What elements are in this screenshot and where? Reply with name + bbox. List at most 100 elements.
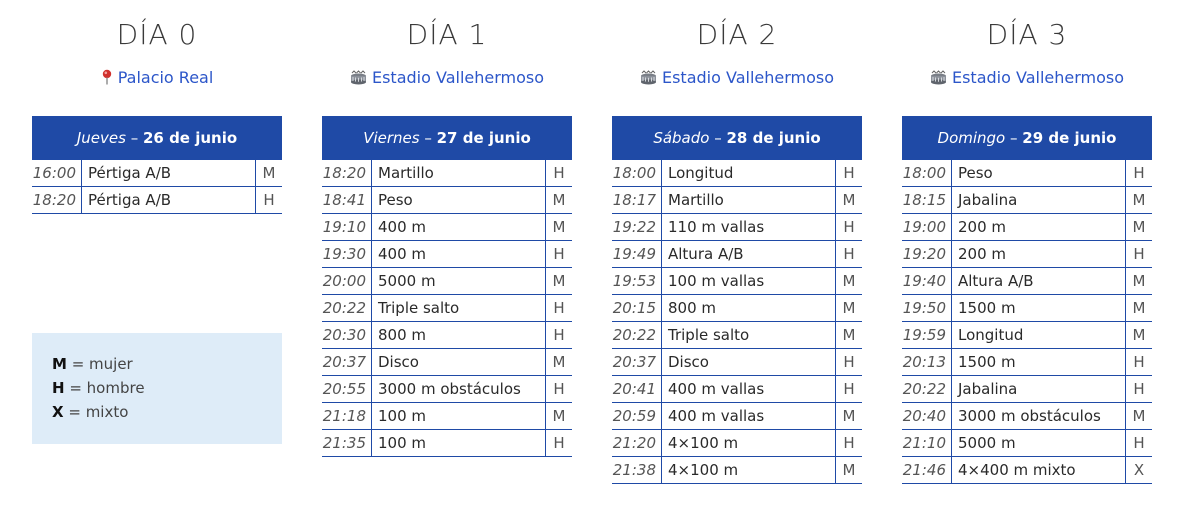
- event-name: 400 m: [378, 218, 427, 236]
- table-row: 20:15 800 m M: [612, 295, 862, 322]
- events-table: 18:20 Martillo H 18:41 Peso M 19:10 400 m M 19:30…: [322, 160, 572, 457]
- weekday-label: Viernes: [363, 129, 420, 147]
- event-time: 20:37: [612, 349, 662, 375]
- event-name: 1500 m: [958, 353, 1016, 371]
- event-name: Disco: [668, 353, 709, 371]
- table-row: 20:37 Disco M: [322, 349, 572, 376]
- event-time: 19:53: [612, 268, 662, 294]
- event-time: 21:18: [322, 403, 372, 429]
- event-name: 200 m: [958, 218, 1007, 236]
- event-sex: M: [545, 214, 572, 240]
- event-time: 21:10: [902, 430, 952, 456]
- event-name: 1500 m: [958, 299, 1016, 317]
- event-time: 20:40: [902, 403, 952, 429]
- event-time: 18:00: [612, 160, 662, 186]
- venue-link[interactable]: Estadio Vallehermoso: [322, 68, 572, 89]
- weekday-label: Sábado: [653, 129, 710, 147]
- event-sex: M: [835, 403, 862, 429]
- date-header: Jueves – 26 de junio: [32, 116, 282, 160]
- event-sex: M: [545, 403, 572, 429]
- venue-link[interactable]: Palacio Real: [32, 68, 282, 89]
- event-sex: H: [545, 295, 572, 321]
- venue-link[interactable]: Estadio Vallehermoso: [612, 68, 862, 89]
- event-time: 20:22: [322, 295, 372, 321]
- venue-name[interactable]: Estadio Vallehermoso: [661, 68, 835, 87]
- event-name: Martillo: [668, 191, 724, 209]
- event-sex: H: [835, 241, 862, 267]
- event-sex: H: [1125, 376, 1152, 402]
- event-sex: M: [545, 349, 572, 375]
- event-name: 100 m: [378, 407, 427, 425]
- event-time: 18:17: [612, 187, 662, 213]
- event-name: 4×100 m: [668, 461, 739, 479]
- event-sex: M: [545, 268, 572, 294]
- event-name: 3000 m obstáculos: [378, 380, 521, 398]
- event-name: Longitud: [668, 164, 734, 182]
- event-sex: M: [835, 268, 862, 294]
- event-sex: M: [545, 187, 572, 213]
- table-row: 20:13 1500 m H: [902, 349, 1152, 376]
- event-name: 100 m vallas: [668, 272, 765, 290]
- event-name: 4×400 m mixto: [958, 461, 1076, 479]
- event-name: 400 m: [378, 245, 427, 263]
- event-name: Martillo: [378, 164, 434, 182]
- event-sex: H: [255, 187, 282, 213]
- table-row: 21:10 5000 m H: [902, 430, 1152, 457]
- table-row: 19:22 110 m vallas H: [612, 214, 862, 241]
- stadium-icon: [930, 70, 947, 89]
- event-time: 18:15: [902, 187, 952, 213]
- venue-name[interactable]: Palacio Real: [117, 68, 214, 87]
- table-row: 20:22 Triple salto M: [612, 322, 862, 349]
- table-row: 21:38 4×100 m M: [612, 457, 862, 484]
- events-table: 16:00 Pértiga A/B M 18:20 Pértiga A/B H: [32, 160, 282, 214]
- table-row: 18:17 Martillo M: [612, 187, 862, 214]
- event-sex: H: [545, 241, 572, 267]
- event-sex: M: [1125, 187, 1152, 213]
- day-title: DÍA 0: [116, 18, 198, 51]
- table-row: 18:00 Peso H: [902, 160, 1152, 187]
- event-time: 20:22: [612, 322, 662, 348]
- event-name: 4×100 m: [668, 434, 739, 452]
- day-title: DÍA 3: [986, 18, 1068, 51]
- date-separator: –: [709, 129, 727, 147]
- venue-name[interactable]: Estadio Vallehermoso: [371, 68, 545, 87]
- event-time: 21:38: [612, 457, 662, 483]
- event-time: 19:40: [902, 268, 952, 294]
- event-time: 19:10: [322, 214, 372, 240]
- date-separator: –: [419, 129, 437, 147]
- table-row: 20:00 5000 m M: [322, 268, 572, 295]
- map-pin-icon: [101, 69, 113, 89]
- date-label: 28 de junio: [726, 129, 821, 147]
- event-time: 18:20: [322, 160, 372, 186]
- date-label: 26 de junio: [142, 129, 238, 147]
- event-sex: M: [1125, 322, 1152, 348]
- event-time: 19:20: [902, 241, 952, 267]
- event-name: 5000 m: [958, 434, 1016, 452]
- event-time: 21:20: [612, 430, 662, 456]
- table-row: 16:00 Pértiga A/B M: [32, 160, 282, 187]
- table-row: 19:50 1500 m M: [902, 295, 1152, 322]
- event-time: 20:13: [902, 349, 952, 375]
- event-time: 20:59: [612, 403, 662, 429]
- event-name: Peso: [958, 164, 993, 182]
- table-row: 20:59 400 m vallas M: [612, 403, 862, 430]
- event-sex: H: [545, 322, 572, 348]
- table-row: 19:20 200 m H: [902, 241, 1152, 268]
- event-sex: H: [835, 160, 862, 186]
- event-sex: H: [835, 214, 862, 240]
- event-name: Jabalina: [958, 191, 1018, 209]
- event-sex: X: [1125, 457, 1152, 483]
- events-table: 18:00 Peso H 18:15 Jabalina M 19:00 200 m M 19:20…: [902, 160, 1152, 484]
- event-name: 200 m: [958, 245, 1007, 263]
- event-sex: H: [545, 430, 572, 456]
- event-sex: H: [835, 349, 862, 375]
- event-time: 16:00: [32, 160, 82, 186]
- venue-name[interactable]: Estadio Vallehermoso: [951, 68, 1125, 87]
- table-row: 19:49 Altura A/B H: [612, 241, 862, 268]
- events-table: 18:00 Longitud H 18:17 Martillo M 19:22 110 m v…: [612, 160, 862, 484]
- table-row: 18:20 Martillo H: [322, 160, 572, 187]
- event-time: 20:30: [322, 322, 372, 348]
- event-name: 800 m: [668, 299, 717, 317]
- table-row: 19:59 Longitud M: [902, 322, 1152, 349]
- venue-link[interactable]: Estadio Vallehermoso: [902, 68, 1152, 89]
